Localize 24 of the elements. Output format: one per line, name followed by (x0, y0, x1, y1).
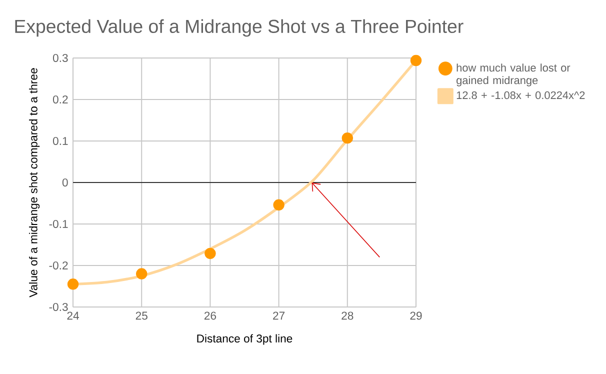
y-tick-label: 0.3 (52, 54, 68, 62)
x-tick-label: 27 (273, 312, 285, 320)
point (273, 199, 284, 210)
legend-label: 12.8 + -1.08x + 0.0224x^2 (456, 91, 585, 100)
y-tick-label: -0.3 (49, 302, 68, 311)
x-axis-title: Distance of 3pt line (197, 334, 292, 345)
y-tick-label: 0.2 (52, 95, 68, 104)
x-tick-label: 24 (67, 312, 79, 320)
point (204, 248, 216, 260)
y-tick-label: -0.1 (49, 220, 68, 228)
y-tick-label: -0.2 (49, 261, 68, 270)
point (136, 268, 148, 280)
x-tick-label: 26 (204, 312, 216, 320)
x-tick-label: 25 (136, 312, 148, 320)
y-tick-label: 0 (62, 178, 68, 186)
chart-title: Expected Value of a Midrange Shot vs a Three Pointer (15, 19, 464, 37)
point (67, 278, 79, 290)
y-tick-label: 0.1 (52, 136, 68, 145)
point (342, 132, 354, 144)
y-axis-title: Value of a midrange shot compared to a three (29, 68, 40, 298)
x-tick-label: 29 (410, 312, 422, 320)
legend-label: how much value lost or gained midrange (456, 64, 570, 86)
point (410, 54, 422, 66)
x-tick-label: 28 (342, 312, 354, 320)
